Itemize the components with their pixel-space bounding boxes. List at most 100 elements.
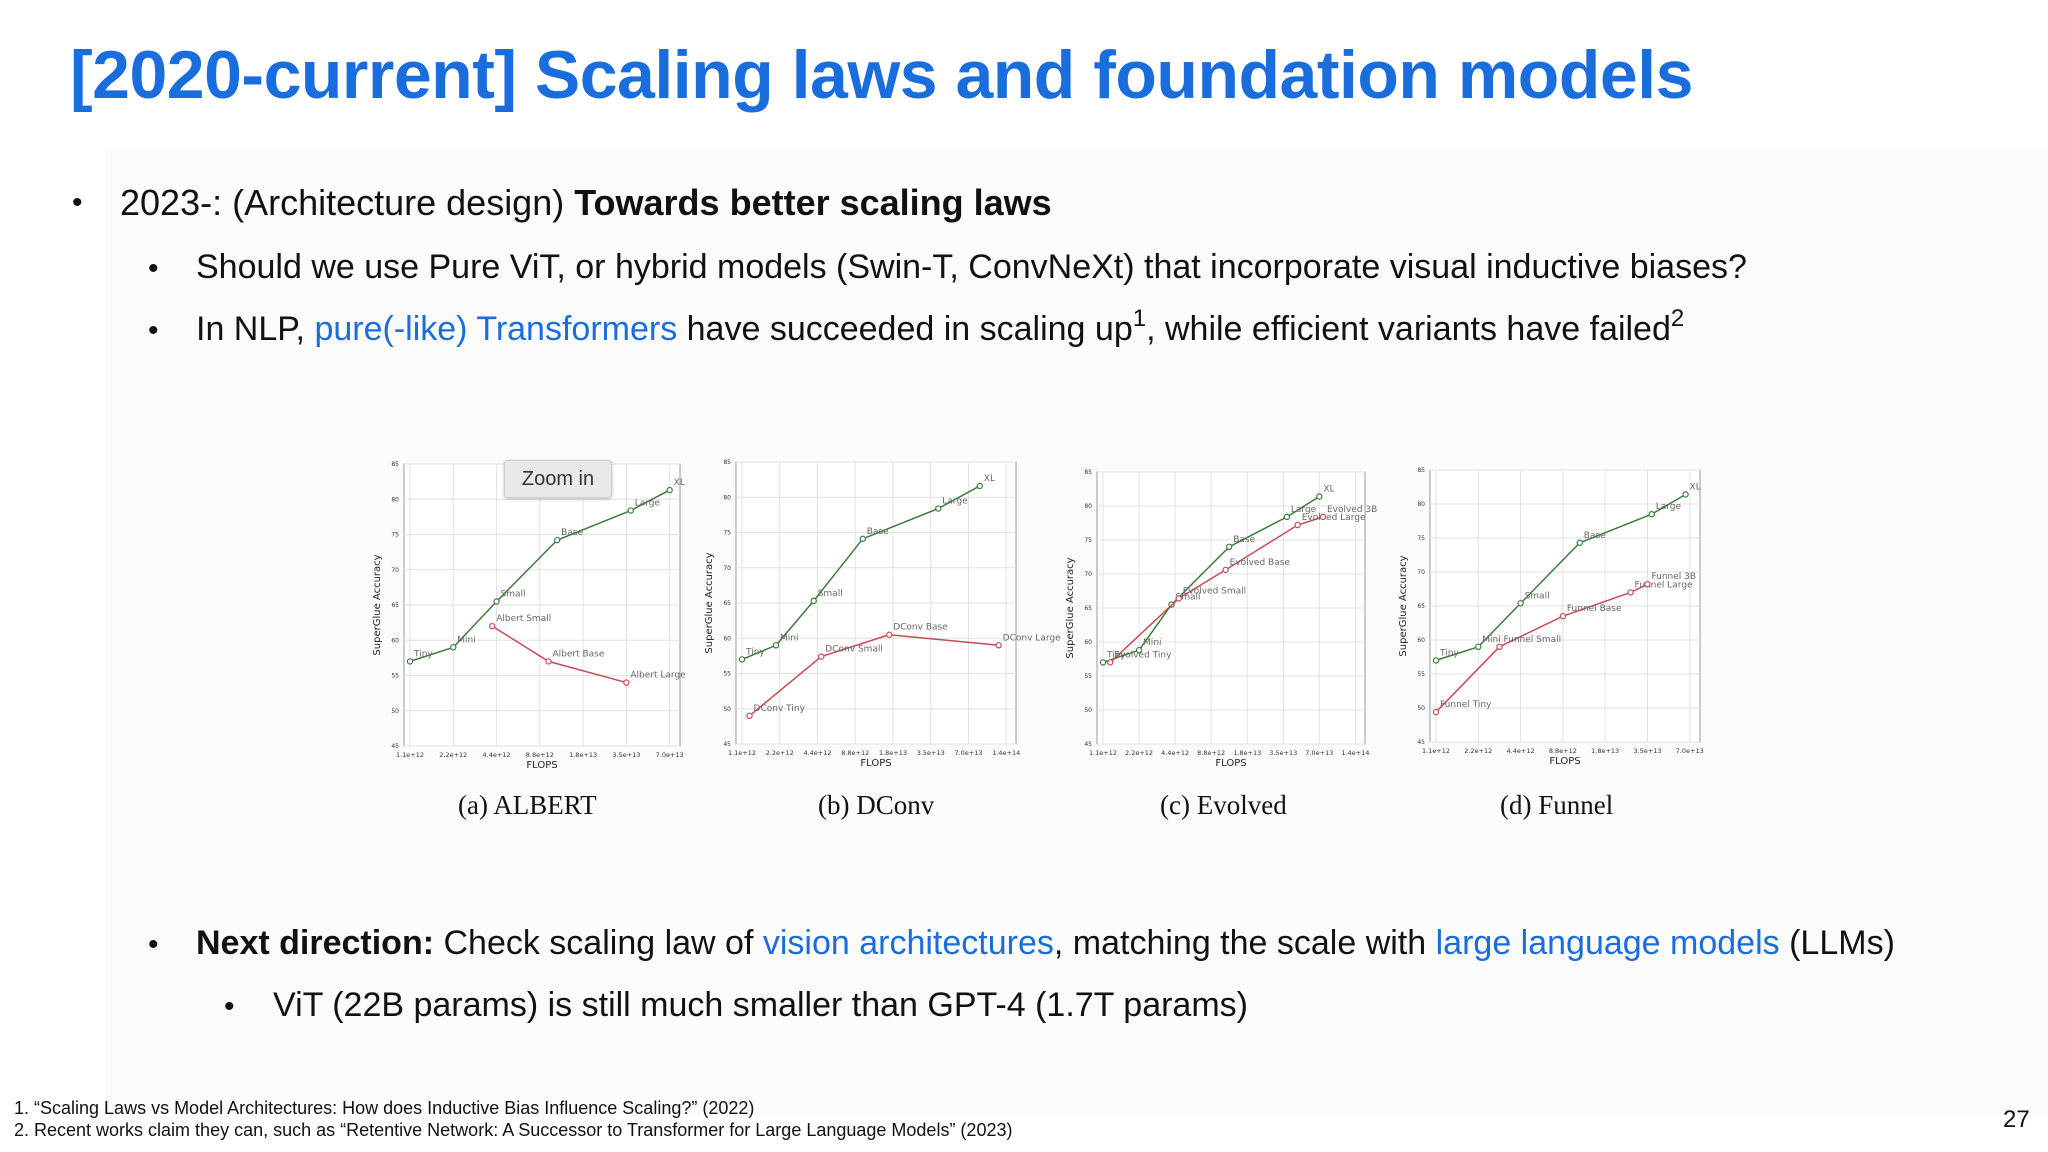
data-point [738, 656, 746, 663]
x-tick-label: 2.2e+12 [1464, 747, 1492, 755]
y-tick-label: 45 [1084, 741, 1092, 748]
chart-albert[interactable]: 45 50 55 60 65 70 75 80 85 1.1e+12 2.2e+12 4.4e+12 8… [370, 458, 700, 783]
point-label: Mini [1482, 635, 1500, 645]
chart-evolved[interactable]: 45 50 55 60 65 70 75 80 85 1.1e+12 2.2e+12 4.4e+12 8… [1065, 466, 1395, 781]
green-series-line [741, 485, 981, 661]
point-label: Tiny [413, 649, 433, 659]
y-tick-label: 85 [1417, 467, 1425, 474]
x-tick-label: 4.4e+12 [1507, 747, 1535, 755]
point-label: Large [1656, 502, 1682, 512]
footnote-ref-2[interactable]: 2 [1670, 305, 1685, 332]
x-tick-label: 1.1e+12 [1089, 749, 1117, 757]
llm-link[interactable]: large language models [1435, 924, 1780, 962]
point-label: Tiny [1439, 648, 1459, 658]
data-point [553, 536, 561, 544]
data-point [1644, 581, 1651, 588]
point-label: Funnel Large [1635, 580, 1693, 590]
y-tick-label: 55 [1417, 671, 1425, 678]
point-label: Funnel 3B [1651, 572, 1696, 582]
data-point [1283, 513, 1291, 521]
y-tick-label: 70 [1084, 571, 1092, 578]
x-tick-label: 1.4e+14 [1341, 749, 1369, 757]
data-point [746, 712, 753, 719]
data-point [1496, 643, 1503, 650]
point-label: DConv Base [893, 623, 948, 633]
pure-transformers-link[interactable]: pure(-like) Transformers [314, 310, 678, 348]
green-series-line [1102, 495, 1320, 664]
chart-svg: 45 50 55 60 65 70 75 80 85 1.1e+12 2.2e+12 4.4e+12 8… [704, 459, 1061, 769]
point-label: Base [1584, 531, 1606, 541]
y-tick-label: 50 [1084, 707, 1092, 714]
data-point [489, 622, 496, 630]
y-tick-label: 80 [1084, 503, 1092, 510]
data-point [886, 631, 893, 638]
chart-dconv[interactable]: 45 50 55 60 65 70 75 80 85 1.1e+12 2.2e+12 4.4e+12 8… [702, 456, 1061, 781]
bullet-text: (LLMs) [1779, 924, 1895, 962]
red-series-line [749, 633, 999, 717]
chart-funnel[interactable]: 45 50 55 60 65 70 75 80 85 1.1e+12 2.2e+12 4.4e+12 8… [1398, 464, 1728, 779]
point-label: Evolved Large [1302, 513, 1366, 523]
point-label: Base [1233, 535, 1255, 545]
bullet-text: 2023-: (Architecture design) [120, 182, 575, 223]
point-label: Mini [457, 635, 475, 645]
data-point [1316, 493, 1323, 500]
point-label: Small [501, 589, 526, 599]
x-tick-label: 8.8e+12 [1197, 749, 1225, 757]
point-label: Evolved Small [1183, 586, 1246, 596]
y-tick-label: 50 [1417, 705, 1425, 712]
y-tick-label: 45 [723, 741, 731, 748]
bullet-nlp-transformers: In NLP, pure(-like) Transformers have su… [196, 307, 1684, 349]
y-tick-label: 60 [1417, 637, 1425, 644]
y-tick-label: 80 [391, 496, 399, 503]
bullet-text: ViT (22B params) is still much smaller t… [273, 986, 1248, 1024]
data-point [1432, 708, 1440, 716]
y-tick-label: 70 [723, 565, 731, 572]
point-label: Funnel Small [1503, 635, 1561, 645]
data-point [1222, 566, 1229, 574]
x-tick-label: 7.0e+13 [1676, 747, 1704, 755]
y-tick-label: 50 [391, 708, 399, 715]
point-label: Mini [780, 633, 798, 643]
x-tick-label: 2.2e+12 [1125, 749, 1153, 757]
point-label: Mini [1143, 638, 1161, 648]
y-tick-label: 80 [1417, 501, 1425, 508]
x-tick-label: 7.0e+13 [656, 751, 684, 759]
footnote-ref-1[interactable]: 1 [1132, 305, 1147, 332]
chart-caption: (a) ALBERT [458, 790, 597, 820]
y-tick-label: 70 [1417, 569, 1425, 576]
data-point [1559, 612, 1567, 620]
point-label: Tiny [1106, 650, 1126, 660]
point-label: Funnel Tiny [1440, 700, 1492, 710]
y-tick-label: 65 [1417, 603, 1425, 610]
x-tick-label: 1.8e+13 [1591, 747, 1619, 755]
x-tick-label: 3.5e+13 [1269, 749, 1297, 757]
x-tick-label: 1.1e+12 [728, 749, 756, 757]
x-tick-label: 7.0e+13 [954, 749, 982, 757]
y-tick-label: 75 [1084, 537, 1092, 544]
y-tick-label: 45 [1417, 739, 1425, 746]
point-label: XL [984, 474, 995, 484]
chart-caption: (c) Evolved [1160, 790, 1287, 820]
bullet-next-direction: Next direction: Check scaling law of vis… [196, 924, 1895, 963]
vision-architectures-link[interactable]: vision architectures [762, 924, 1054, 962]
point-label: Large [635, 499, 661, 509]
point-label: Small [1525, 591, 1550, 601]
data-point [1107, 659, 1114, 666]
green-series-line [409, 489, 671, 663]
data-point [1682, 491, 1689, 498]
data-point [818, 653, 825, 660]
page-number: 27 [2003, 1106, 2030, 1133]
data-point [1627, 589, 1634, 596]
point-label: XL [674, 478, 685, 488]
point-label: Tiny [745, 647, 765, 657]
point-label: DConv Small [825, 645, 883, 655]
footnote-2: 2. Recent works claim they can, such as … [14, 1120, 1013, 1140]
bullet-text: , while efficient variants have failed [1146, 310, 1671, 348]
y-axis-label: SuperGlue Accuracy [1398, 555, 1409, 656]
x-axis-label: FLOPS [860, 758, 891, 769]
point-label: DConv Tiny [754, 704, 806, 714]
bullet-dot: • [148, 928, 159, 961]
zoom-in-tooltip[interactable]: Zoom in [504, 460, 612, 498]
y-tick-label: 80 [723, 494, 731, 501]
bullet-text: , matching the scale with [1053, 924, 1436, 962]
